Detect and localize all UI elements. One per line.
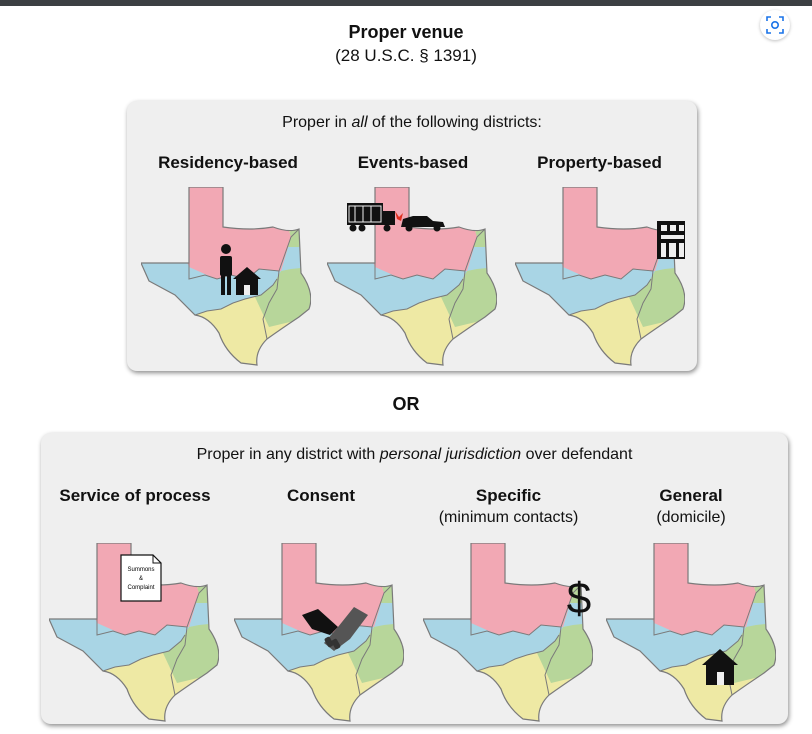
panel-all-districts: Proper in all of the following districts… (127, 101, 697, 371)
handshake-icon (302, 607, 368, 651)
texas-map (327, 187, 497, 367)
column-title: Specific (475, 486, 542, 505)
lens-icon (766, 16, 784, 34)
house-icon (702, 649, 738, 685)
person-house-icon (220, 244, 261, 295)
document-line: Summons (127, 567, 154, 573)
texas-map (234, 543, 404, 723)
top-bar (0, 0, 812, 6)
column-subtitle: (domicile) (656, 509, 726, 526)
building-icon (657, 221, 685, 259)
dollar-icon: $ (567, 574, 591, 623)
column-title: Property-based (537, 153, 662, 172)
document-line: & (139, 576, 143, 582)
column-title: Consent (287, 486, 355, 505)
or-separator: OR (392, 394, 420, 414)
texas-map: $ (423, 543, 593, 723)
column-title: General (659, 486, 723, 505)
column-title: Residency-based (158, 153, 298, 172)
panel-personal-jurisdiction: Proper in any district with personal jur… (41, 433, 788, 724)
texas-map (141, 187, 311, 367)
panel-heading: Proper in any district with personal jur… (196, 446, 633, 463)
page-title: Proper venue (348, 22, 464, 42)
page-subtitle: (28 U.S.C. § 1391) (335, 46, 477, 65)
column-subtitle: (minimum contacts) (438, 509, 579, 526)
column-title: Service of process (59, 486, 211, 505)
panel-heading: Proper in all of the following districts… (282, 114, 542, 131)
truck-car-crash-icon (347, 203, 445, 232)
texas-map (515, 187, 685, 367)
lens-button[interactable] (760, 10, 790, 40)
texas-map (606, 543, 776, 723)
document-icon: Summons & Complaint (120, 554, 162, 602)
document-line: Complaint (127, 585, 154, 591)
texas-map: Summons & Complaint (49, 543, 219, 723)
column-title: Events-based (357, 153, 469, 172)
